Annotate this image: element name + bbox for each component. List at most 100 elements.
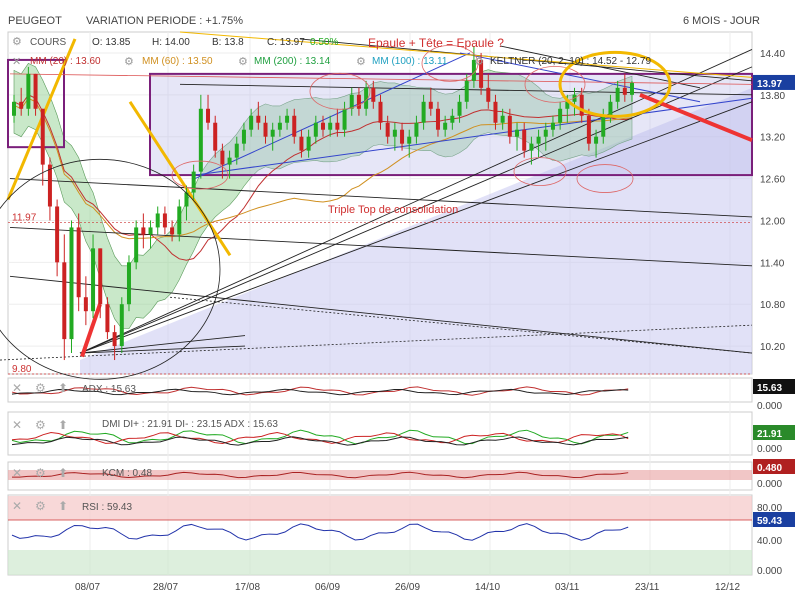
rsi-tick-label: 0.000 [757, 566, 782, 577]
level-line-label: 9.80 [12, 364, 32, 375]
candle-body [155, 213, 160, 228]
trend-line [79, 49, 753, 354]
candle-body [457, 101, 462, 116]
candle-body [55, 206, 60, 263]
mm60-line [13, 97, 633, 240]
keltner-label: KELTNER (20, 2, 10) : 14.52 - 12.79 [490, 56, 652, 67]
indicator-value-text: 21.91 [757, 429, 782, 440]
candle-body [392, 129, 397, 137]
candle-body [450, 115, 455, 123]
candle-body [12, 101, 16, 116]
candle-body [206, 108, 211, 123]
adx-label: ADX : 15.63 [82, 384, 136, 395]
candle-body [342, 108, 347, 130]
candle-body [177, 206, 182, 235]
adx-line-2 [11, 388, 629, 396]
last-price-value: 13.97 [757, 79, 782, 90]
annotation-ellipse [513, 157, 567, 186]
indicator-value-tag [753, 512, 795, 527]
y-tick-label: 10.20 [760, 342, 785, 353]
dmi-adx-line [11, 436, 629, 446]
indicator-value-tag [753, 459, 795, 474]
candle-body [313, 122, 318, 137]
annotation-triple-top: Triple Top de consolidation [328, 204, 459, 216]
candle-body [435, 108, 440, 130]
x-tick-label: 03/11 [555, 582, 580, 593]
arrow-up-icon: ⬆ [58, 466, 68, 480]
candle-body [306, 136, 311, 151]
candle-body [134, 227, 139, 263]
candle-body [292, 115, 297, 137]
highlight-ellipse [558, 50, 672, 118]
annotation-ets: Epaule + Tête = Epaule ? [368, 36, 504, 50]
candle-body [608, 101, 613, 116]
arrow-up-icon: ⬆ [58, 499, 68, 513]
gear-icon[interactable]: ⚙ [12, 36, 22, 48]
mm100-label: MM (100) : 13.11 [372, 56, 448, 67]
close-icon: ✕ [12, 499, 22, 513]
candle-body [198, 108, 203, 172]
gear-icon[interactable]: ⚙ [124, 56, 134, 68]
rsi-oversold-zone [8, 550, 752, 575]
high-label: H: 14.00 [152, 37, 190, 48]
gear-icon[interactable]: ⚙ [356, 56, 366, 68]
dmi-zero-label: 0.000 [757, 444, 782, 455]
candle-body [105, 304, 110, 333]
mm200-label: MM (200) : 13.14 [254, 56, 331, 67]
trend-line-dotted [0, 324, 753, 361]
indicator-value-text: 0.480 [757, 463, 782, 474]
candle-body [91, 248, 96, 312]
indicator-value-tag [753, 425, 795, 440]
candle-body [148, 227, 153, 235]
candle-body [586, 115, 591, 144]
candle-body [220, 150, 225, 165]
candle-body [162, 213, 167, 228]
candle-body [486, 87, 491, 102]
gear-icon: ⚙ [35, 499, 46, 513]
candle-body [321, 122, 325, 130]
gear-icon: ⚙ [35, 418, 46, 432]
indicator-value-text: 59.43 [757, 516, 782, 527]
period-label[interactable]: 6 MOIS - JOUR [683, 15, 761, 27]
open-label: O: 13.85 [92, 37, 131, 48]
rsi-tick-label: 40.00 [757, 536, 782, 547]
x-tick-label: 28/07 [153, 582, 178, 593]
candle-body [500, 115, 505, 123]
gear-icon: ⚙ [35, 466, 46, 480]
y-tick-label: 13.20 [760, 133, 785, 144]
trend-line [9, 226, 753, 267]
y-tick-label: 12.60 [760, 175, 785, 186]
candle-body [558, 108, 563, 123]
candle-body [83, 297, 88, 312]
close-icon: ✕ [12, 466, 22, 480]
candle-body [299, 136, 304, 151]
candle-body [349, 94, 354, 109]
candle-body [378, 101, 383, 123]
candle-body [479, 59, 484, 88]
gear-icon[interactable]: ⚙ [238, 56, 248, 68]
candle-body [328, 122, 333, 130]
indicator-panel-1 [7, 411, 753, 456]
candle-body [615, 87, 620, 102]
trend-line [499, 45, 701, 89]
gear-icon: ⚙ [35, 381, 46, 395]
candle-body [414, 122, 419, 137]
mm20-label: MM (20) : 13.60 [30, 56, 101, 67]
left-box [7, 58, 65, 149]
candle-body [385, 122, 390, 137]
annotation-ellipse [421, 45, 479, 82]
candle-body [285, 115, 290, 123]
kcm-line [11, 471, 629, 479]
candle-body [471, 59, 476, 81]
arrow-up-icon: ⬆ [58, 418, 68, 432]
rsi-overbought-zone [8, 496, 752, 520]
candle-body [141, 227, 146, 235]
indicator-value-tag [753, 379, 795, 394]
candle-body [522, 129, 527, 151]
candle-body [443, 122, 448, 130]
level-line-label: 11.97 [12, 213, 37, 224]
y-tick-label: 10.80 [760, 300, 785, 311]
gear-icon[interactable]: ⚙ [474, 56, 484, 68]
close-icon[interactable]: ✕ [12, 56, 22, 68]
